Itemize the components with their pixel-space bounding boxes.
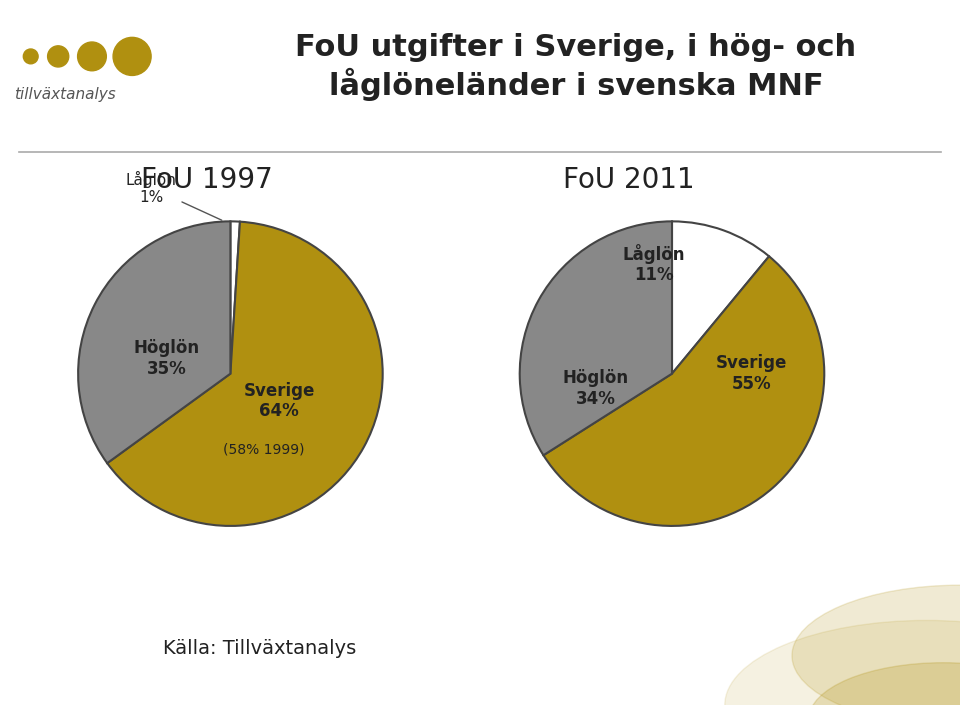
Text: FoU 2011: FoU 2011 (563, 166, 695, 194)
Wedge shape (672, 221, 769, 374)
Text: (58% 1999): (58% 1999) (223, 443, 304, 457)
Text: tillväxtanalys: tillväxtanalys (13, 87, 115, 102)
Wedge shape (543, 257, 825, 526)
Circle shape (808, 663, 960, 705)
Circle shape (78, 42, 107, 70)
Text: FoU utgifter i Sverige, i hög- och
låglöneländer i svenska MNF: FoU utgifter i Sverige, i hög- och låglö… (296, 33, 856, 101)
Wedge shape (78, 221, 230, 463)
Text: FoU 1997: FoU 1997 (140, 166, 273, 194)
Wedge shape (108, 221, 383, 526)
Text: Höglön
34%: Höglön 34% (563, 369, 629, 408)
Wedge shape (230, 221, 240, 374)
Wedge shape (519, 221, 672, 455)
Text: Källa: Tillväxtanalys: Källa: Tillväxtanalys (162, 639, 356, 658)
Text: Låglön
11%: Låglön 11% (622, 244, 685, 284)
Circle shape (725, 620, 960, 705)
Circle shape (792, 585, 960, 705)
Text: Låglön
1%: Låglön 1% (126, 171, 222, 220)
Circle shape (48, 46, 69, 67)
Circle shape (113, 37, 151, 75)
Text: Höglön
35%: Höglön 35% (133, 339, 200, 378)
Circle shape (23, 49, 38, 63)
Text: Sverige
55%: Sverige 55% (715, 354, 787, 393)
Text: Sverige
64%: Sverige 64% (244, 381, 315, 420)
